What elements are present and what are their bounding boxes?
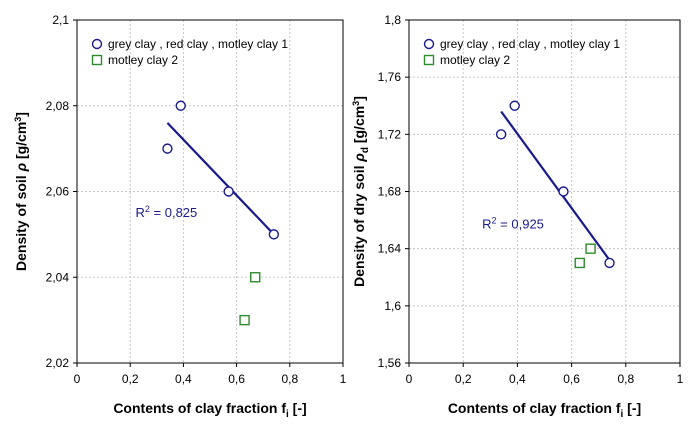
legend-label: grey clay , red clay , motley clay 1 (440, 37, 620, 51)
y-tick-label: 1,72 (378, 127, 402, 141)
x-tick-label: 0,4 (175, 372, 192, 386)
y-tick-label: 2,08 (46, 99, 70, 113)
y-axis-title-unit: [g/cm (351, 106, 367, 147)
r-squared-value: = 0,825 (150, 205, 197, 220)
x-axis-title-unit: [-] (623, 400, 641, 416)
data-point-circle (509, 100, 520, 111)
legend-marker-circle (91, 38, 103, 50)
data-point-circle (604, 257, 615, 269)
legend-label: motley clay 2 (108, 53, 178, 67)
data-point-circle (268, 229, 280, 240)
y-tick-label: 1,8 (384, 13, 401, 27)
y-axis-title-superscript: 3 (351, 101, 361, 106)
x-tick-label: 0 (74, 372, 81, 386)
x-tick-label: 0,8 (617, 372, 634, 386)
r-squared-superscript: 2 (492, 216, 497, 226)
r-squared-annotation: R2 = 0,825 (136, 204, 198, 220)
r-squared-superscript: 2 (145, 204, 150, 214)
y-axis-title-unit-end: ] (13, 112, 29, 117)
y-tick-label: 1,68 (378, 185, 402, 199)
data-point-circle (175, 100, 186, 111)
y-axis-title-superscript: 3 (13, 117, 23, 122)
y-axis-title-symbol: ρ (351, 153, 367, 163)
x-axis-title: Contents of clay fraction fi [-] (113, 400, 306, 420)
legend-marker-square (423, 54, 435, 66)
x-tick-label: 0,2 (122, 372, 139, 386)
y-axis-title-main: Density of soil (13, 171, 29, 271)
x-tick-label: 0,6 (563, 372, 580, 386)
y-axis-title-symbol-subscript: d (360, 147, 371, 153)
x-axis-title-main: Contents of clay fraction f (113, 400, 286, 416)
data-point-square (574, 257, 585, 269)
y-axis-title-unit: [g/cm (13, 122, 29, 163)
data-point-square (250, 272, 261, 283)
x-tick-label: 1 (677, 372, 684, 386)
y-tick-label: 2,04 (46, 270, 70, 284)
x-tick-label: 0,6 (228, 372, 245, 386)
y-tick-label: 1,6 (384, 299, 401, 313)
y-tick-label: 2,02 (46, 356, 70, 370)
legend-marker-circle (423, 38, 435, 50)
trendline (166, 122, 275, 236)
x-axis-title-subscript: i (621, 409, 624, 420)
data-point-circle (495, 129, 507, 140)
y-axis-title-unit-end: ] (351, 96, 367, 101)
data-point-circle (162, 143, 173, 154)
data-point-square (585, 243, 596, 254)
x-axis-title-unit: [-] (289, 400, 307, 416)
data-point-square (239, 314, 250, 326)
r-squared-annotation: R2 = 0,925 (482, 216, 544, 232)
right-chart: 0 0,2 0,4 0,6 0,8 1 1,56 1,6 1,64 1,68 1,72 1,76 1,8… (351, 13, 684, 420)
x-tick-label: 0,2 (455, 372, 472, 386)
x-tick-label: 0,4 (509, 372, 526, 386)
y-tick-label: 1,64 (378, 242, 402, 256)
r-squared-symbol: R (482, 217, 491, 232)
y-axis-title-symbol: ρ (13, 162, 29, 172)
x-tick-label: 0 (406, 372, 413, 386)
x-axis-title-main: Contents of clay fraction f (448, 400, 621, 416)
r-squared-symbol: R (136, 205, 145, 220)
y-axis-title-main: Density of dry soil (351, 162, 367, 287)
legend-marker-square (91, 54, 103, 66)
trendline (500, 110, 611, 261)
x-tick-label: 1 (340, 372, 347, 386)
y-tick-label: 2,1 (52, 13, 69, 27)
r-squared-value: = 0,925 (497, 217, 544, 232)
x-tick-label: 0,8 (281, 372, 298, 386)
y-axis-title: Density of soil ρ [g/cm3] (13, 112, 29, 271)
x-axis-title: Contents of clay fraction fi [-] (448, 400, 641, 420)
y-tick-label: 2,06 (46, 185, 70, 199)
y-tick-label: 1,76 (378, 70, 402, 84)
left-chart: 0 0,2 0,4 0,6 0,8 1 2,02 2,04 2,06 2,08 2,1 grey cl… (13, 13, 347, 420)
data-point-circle (558, 186, 569, 197)
x-axis-title-subscript: i (286, 409, 289, 420)
y-axis-title: Density of dry soil ρd [g/cm3] (351, 96, 371, 287)
legend-label: grey clay , red clay , motley clay 1 (108, 37, 288, 51)
y-tick-label: 1,56 (378, 356, 402, 370)
legend-label: motley clay 2 (440, 53, 510, 67)
data-point-circle (223, 186, 234, 197)
